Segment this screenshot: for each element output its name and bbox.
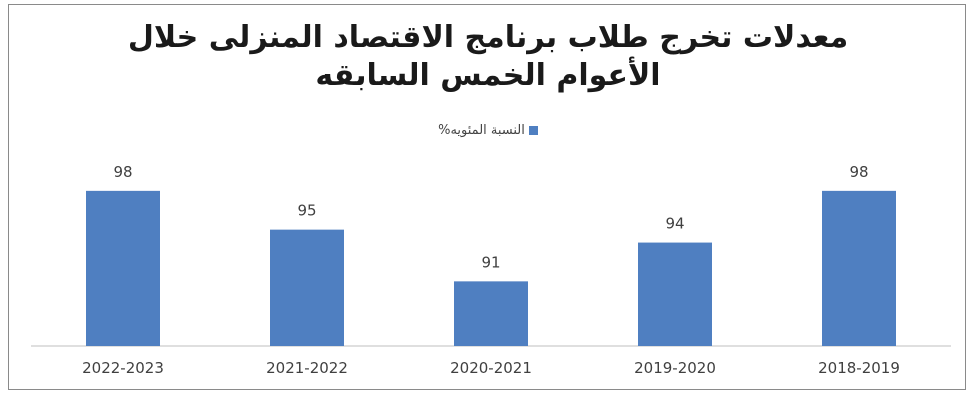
chart-frame: معدلات تخرج طلاب برنامج الاقتصاد المنزلى… <box>8 4 966 390</box>
legend-swatch <box>528 126 538 135</box>
x-tick-label-2018-2019: 2018-2019 <box>818 359 900 377</box>
chart-title-line-2: الأعوام الخمس السابقه <box>315 58 661 93</box>
data-label-2021-2022: 95 <box>297 202 316 220</box>
data-label-2020-2021: 91 <box>481 253 500 271</box>
bar-2020-2021 <box>454 281 528 346</box>
legend: النسبة المئويه% <box>9 123 967 138</box>
x-tick-label-2022-2023: 2022-2023 <box>82 359 164 377</box>
bar-2022-2023 <box>86 190 160 346</box>
x-tick-label-2019-2020: 2019-2020 <box>634 359 716 377</box>
data-label-2018-2019: 98 <box>849 163 868 181</box>
data-label-2019-2020: 94 <box>665 215 684 233</box>
x-tick-label-2021-2022: 2021-2022 <box>266 359 348 377</box>
bar-plot: 98 2022-2023 95 2021-2022 91 2020-2021 94 2019-… <box>31 163 951 377</box>
bar-2018-2019 <box>822 190 896 346</box>
chart-title-line-1: معدلات تخرج طلاب برنامج الاقتصاد المنزلى… <box>127 20 849 55</box>
bar-2021-2022 <box>270 229 344 346</box>
bar-2019-2020 <box>638 242 712 346</box>
legend-label: النسبة المئويه% <box>438 123 525 138</box>
chart-title: معدلات تخرج طلاب برنامج الاقتصاد المنزلى… <box>9 19 967 95</box>
x-tick-label-2020-2021: 2020-2021 <box>450 359 532 377</box>
data-label-2022-2023: 98 <box>113 163 132 181</box>
